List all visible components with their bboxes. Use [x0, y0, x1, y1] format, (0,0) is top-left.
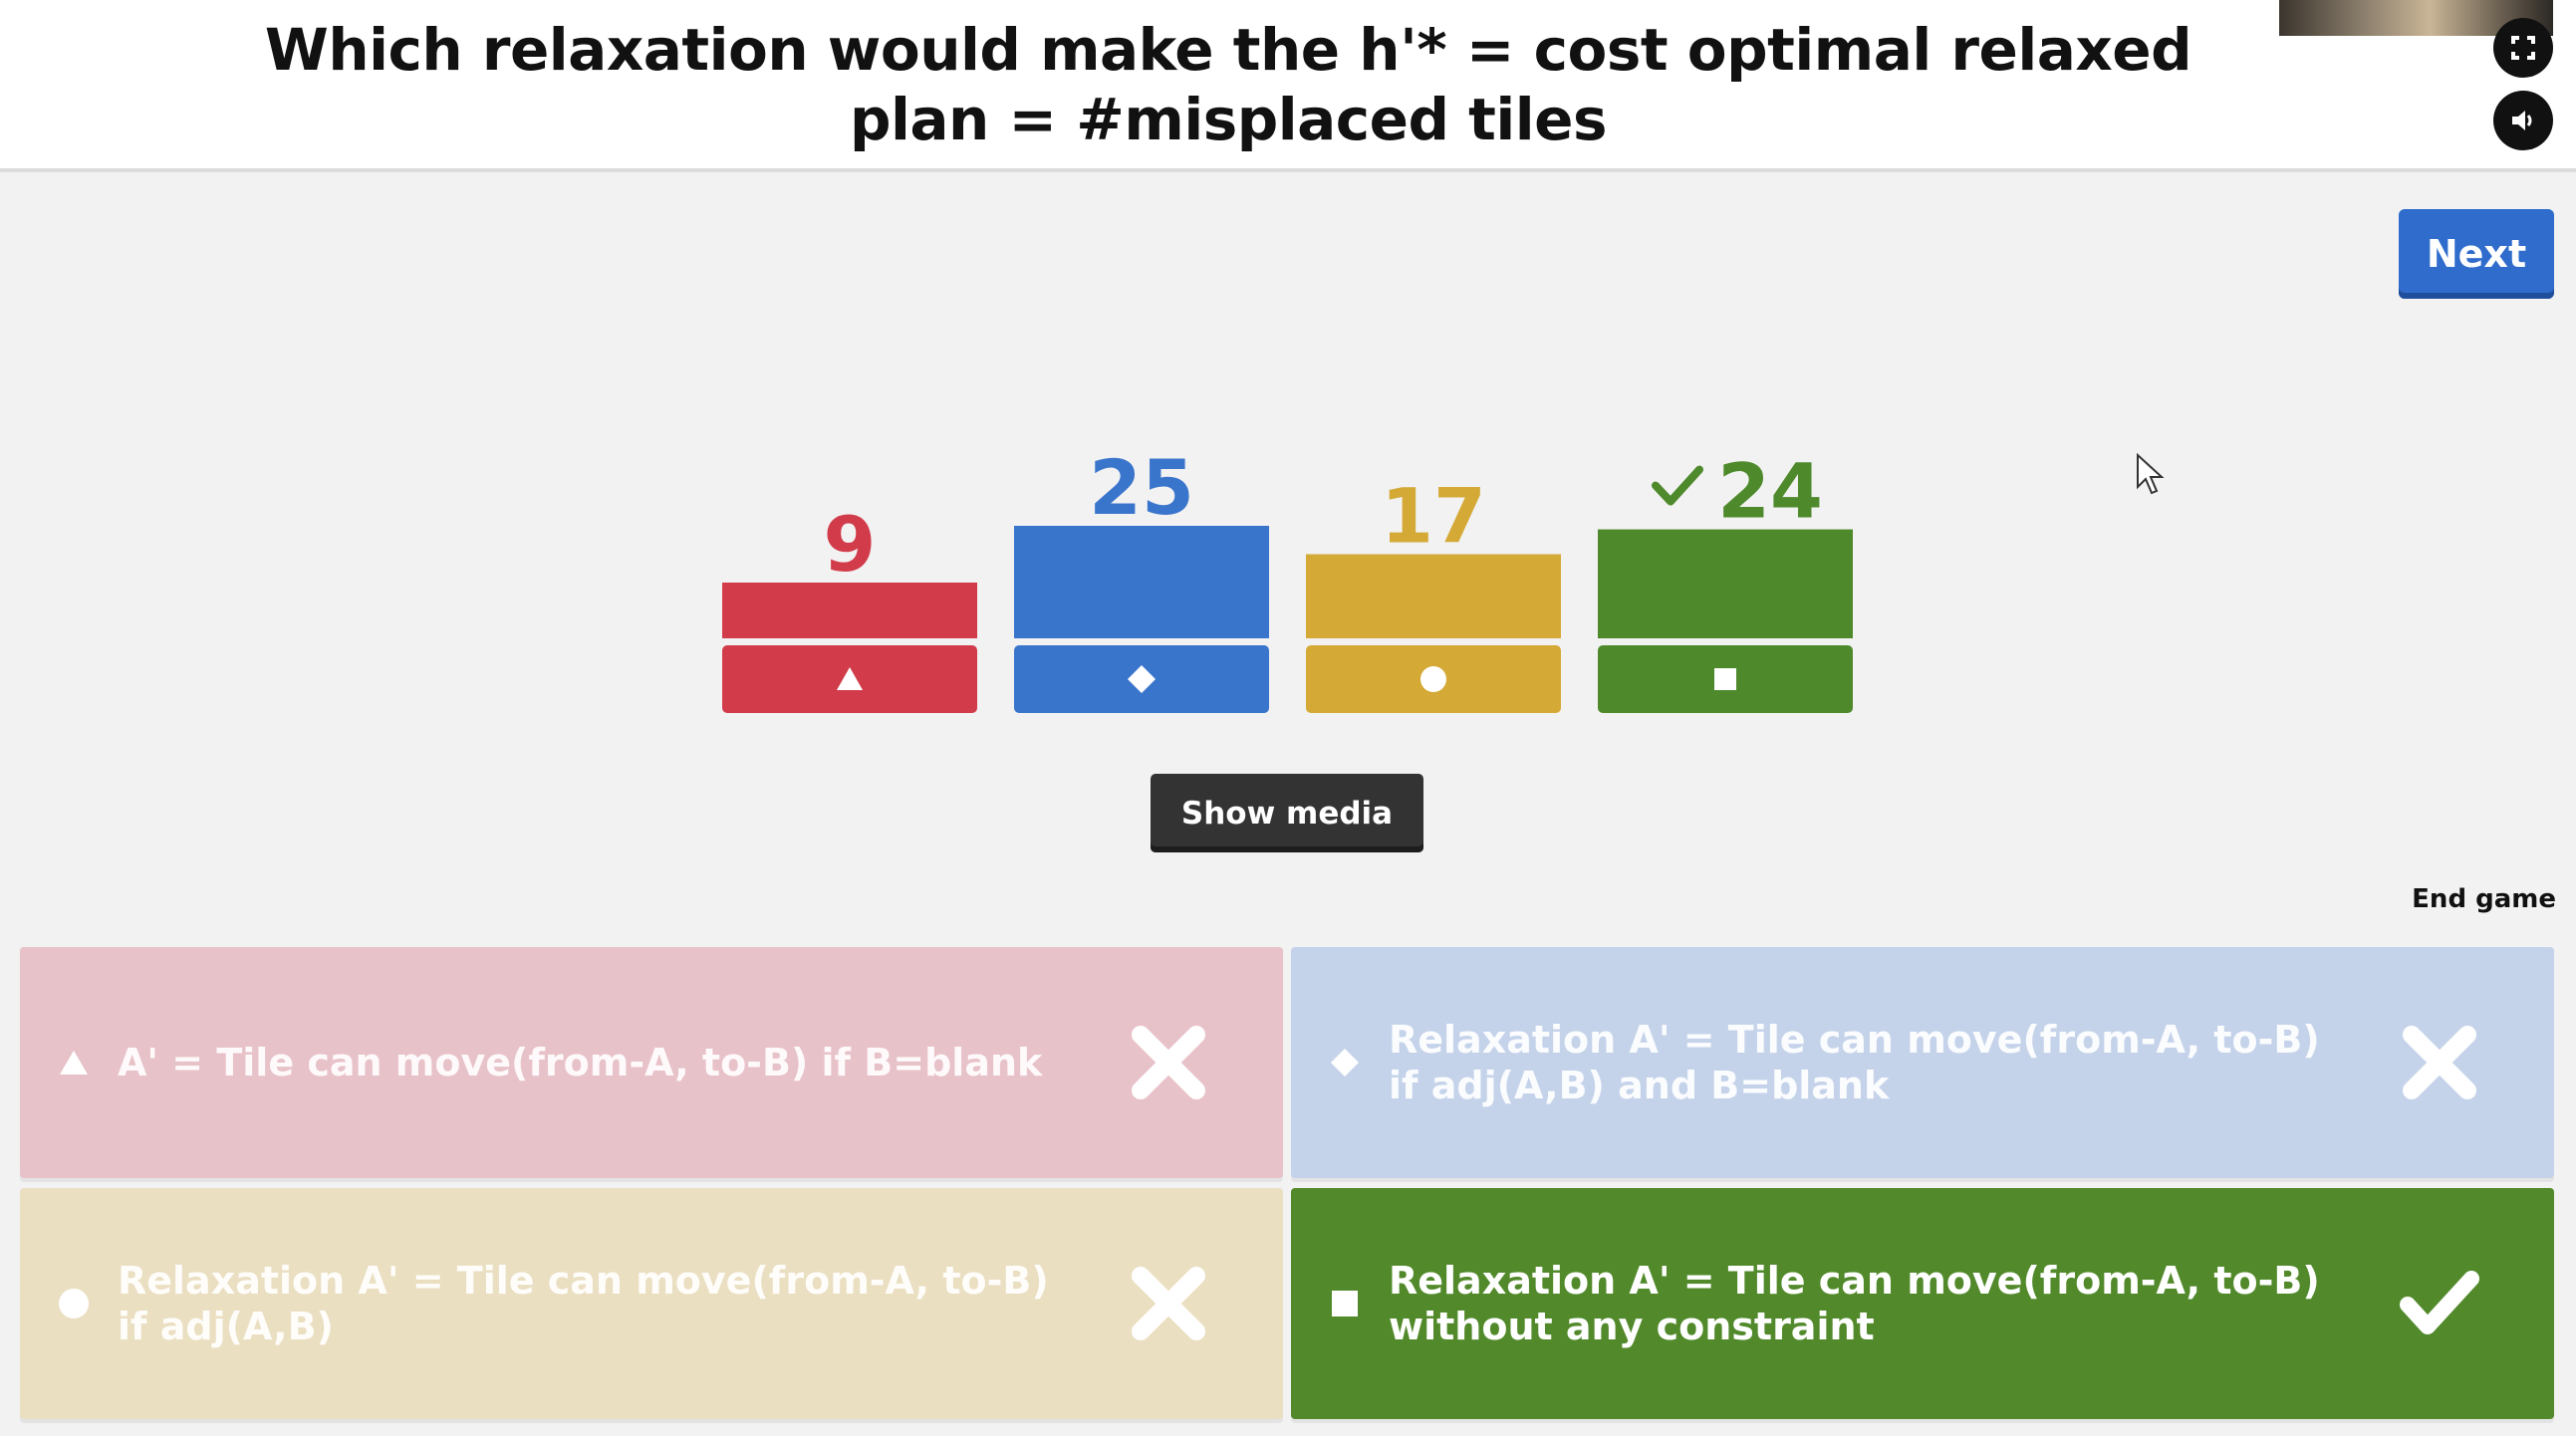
mouse-cursor-icon [2137, 453, 2165, 495]
fullscreen-button[interactable] [2493, 18, 2553, 78]
answer-text: Relaxation A' = Tile can move(from-A, to… [118, 1259, 1049, 1348]
speaker-icon [2512, 111, 2532, 130]
bar-group-diamond: 25 [1014, 443, 1269, 713]
sound-button[interactable] [2493, 91, 2553, 150]
answer-option-diamond[interactable]: Relaxation A' = Tile can move(from-A, to… [1291, 947, 2554, 1178]
bar-value-label-square: 24 [1717, 447, 1823, 536]
question-title: Which relaxation would make the h'* = co… [264, 15, 2192, 153]
bar-value-label-diamond: 25 [1089, 443, 1194, 532]
answer-text: Relaxation A' = Tile can move(from-A, to… [1389, 1018, 2320, 1107]
cross-icon [1094, 1266, 1243, 1341]
bar-group-triangle: 9 [722, 500, 977, 713]
end-game-link[interactable]: End game [2412, 884, 2556, 914]
triangle-icon [44, 1049, 104, 1077]
fullscreen-icon [2511, 36, 2535, 60]
cross-icon [1094, 1025, 1243, 1100]
answer-option-circle[interactable]: Relaxation A' = Tile can move(from-A, to… [20, 1188, 1283, 1419]
bar-circle [1306, 554, 1561, 638]
correct-checkmark-icon [1652, 465, 1703, 506]
answer-text: A' = Tile can move(from-A, to-B) if B=bl… [118, 1041, 1043, 1084]
answer-text: Relaxation A' = Tile can move(from-A, to… [1389, 1259, 2320, 1348]
show-media-button[interactable]: Show media [1151, 774, 1423, 852]
circle-icon [1420, 666, 1446, 692]
results-bar-chart: 9 25 17 24 [722, 443, 1853, 713]
diamond-icon [1128, 665, 1156, 693]
triangle-icon [837, 667, 863, 690]
answer-option-triangle[interactable]: A' = Tile can move(from-A, to-B) if B=bl… [20, 947, 1283, 1178]
cross-icon [2365, 1025, 2514, 1100]
next-button[interactable]: Next [2399, 209, 2554, 299]
question-header: Which relaxation would make the h'* = co… [0, 0, 2576, 172]
bar-value-label-triangle: 9 [824, 500, 877, 589]
checkmark-icon [2365, 1269, 2514, 1338]
circle-icon [44, 1288, 104, 1319]
diamond-icon [1315, 1047, 1375, 1078]
bar-triangle [722, 583, 977, 638]
bar-value-label-circle: 17 [1381, 472, 1486, 561]
bar-group-circle: 17 [1306, 472, 1561, 713]
answer-option-square[interactable]: Relaxation A' = Tile can move(from-A, to… [1291, 1188, 2554, 1419]
bar-diamond [1014, 526, 1269, 638]
bar-square [1598, 529, 1853, 638]
square-icon [1714, 668, 1736, 690]
square-icon [1315, 1290, 1375, 1317]
bar-group-square: 24 [1598, 447, 1853, 713]
